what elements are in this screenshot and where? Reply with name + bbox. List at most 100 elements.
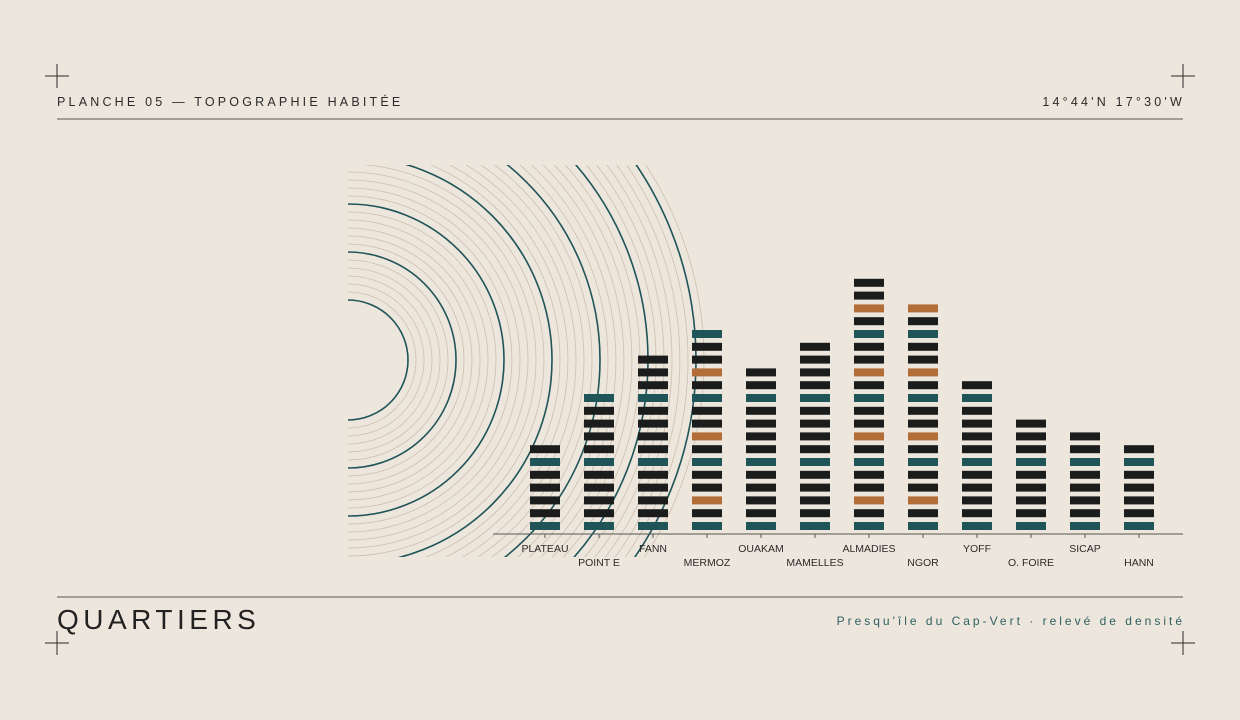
- block: [584, 445, 614, 454]
- block: [1124, 522, 1154, 530]
- block: [908, 445, 938, 454]
- block: [800, 496, 830, 505]
- block: [854, 406, 884, 415]
- block: [638, 368, 668, 377]
- arc: [347, 227, 481, 493]
- block: [908, 406, 938, 415]
- block: [530, 445, 560, 454]
- block: [1016, 509, 1046, 518]
- block: [692, 445, 722, 454]
- arc: [347, 171, 537, 549]
- x-tick-label: SICAP: [1069, 543, 1101, 555]
- block: [1070, 458, 1100, 466]
- block: [638, 355, 668, 364]
- block: [908, 330, 938, 338]
- block: [800, 419, 830, 428]
- block: [746, 496, 776, 505]
- block: [854, 419, 884, 428]
- block: [1070, 470, 1100, 479]
- arc: [425, 165, 561, 557]
- block: [854, 381, 884, 390]
- arc: [347, 251, 457, 469]
- block: [638, 522, 668, 530]
- block: [908, 317, 938, 326]
- block: [692, 432, 722, 441]
- arc: [347, 243, 465, 477]
- block: [800, 342, 830, 351]
- block: [854, 470, 884, 479]
- block: [530, 470, 560, 479]
- block: [638, 496, 668, 505]
- block: [800, 509, 830, 518]
- block: [692, 355, 722, 364]
- x-tick-label: HANN: [1124, 557, 1154, 569]
- arc: [347, 165, 545, 557]
- x-tick-label: MERMOZ: [684, 557, 731, 569]
- block: [1070, 483, 1100, 492]
- block: [854, 355, 884, 364]
- block: [584, 509, 614, 518]
- block: [800, 394, 830, 402]
- arc: [516, 165, 609, 557]
- arc: [491, 165, 593, 557]
- block: [638, 509, 668, 518]
- x-tick-label: FANN: [639, 543, 667, 555]
- block: [854, 342, 884, 351]
- block: [584, 432, 614, 441]
- arc: [604, 165, 673, 557]
- block: [962, 445, 992, 454]
- block: [800, 432, 830, 441]
- block: [908, 419, 938, 428]
- block: [908, 368, 938, 377]
- x-tick-label: NGOR: [907, 557, 939, 569]
- x-tick-label: O. FOIRE: [1008, 557, 1054, 569]
- block: [854, 394, 884, 402]
- plate-title: PLANCHE 05 — TOPOGRAPHIE HABITÉE: [57, 94, 403, 109]
- arc: [347, 299, 409, 421]
- footer-subtitle: Presqu'île du Cap-Vert · relevé de densi…: [837, 614, 1185, 628]
- block: [530, 458, 560, 466]
- block: [854, 432, 884, 441]
- block: [638, 394, 668, 402]
- arc: [347, 235, 473, 485]
- block: [962, 406, 992, 415]
- block: [854, 483, 884, 492]
- block: [1016, 432, 1046, 441]
- arc: [444, 165, 569, 557]
- block: [800, 522, 830, 530]
- block: [584, 470, 614, 479]
- block: [962, 470, 992, 479]
- block: [1070, 522, 1100, 530]
- block: [692, 381, 722, 390]
- block: [638, 406, 668, 415]
- x-tick-label: OUAKAM: [738, 543, 784, 555]
- contour-arcs: [347, 165, 705, 557]
- block: [1124, 483, 1154, 492]
- arc: [347, 275, 433, 445]
- block: [854, 291, 884, 300]
- block: [800, 381, 830, 390]
- block: [800, 355, 830, 364]
- block: [1124, 445, 1154, 454]
- block: [800, 458, 830, 466]
- block: [530, 496, 560, 505]
- block: [692, 509, 722, 518]
- block: [1016, 470, 1046, 479]
- block: [1124, 496, 1154, 505]
- block: [800, 470, 830, 479]
- block: [962, 522, 992, 530]
- block: [584, 483, 614, 492]
- block: [692, 419, 722, 428]
- block: [962, 509, 992, 518]
- block: [962, 432, 992, 441]
- block: [638, 419, 668, 428]
- arc: [347, 203, 505, 517]
- block: [746, 470, 776, 479]
- block: [746, 522, 776, 530]
- x-tick-label: MAMELLES: [786, 557, 843, 569]
- block: [962, 394, 992, 402]
- block: [962, 381, 992, 390]
- block: [854, 330, 884, 338]
